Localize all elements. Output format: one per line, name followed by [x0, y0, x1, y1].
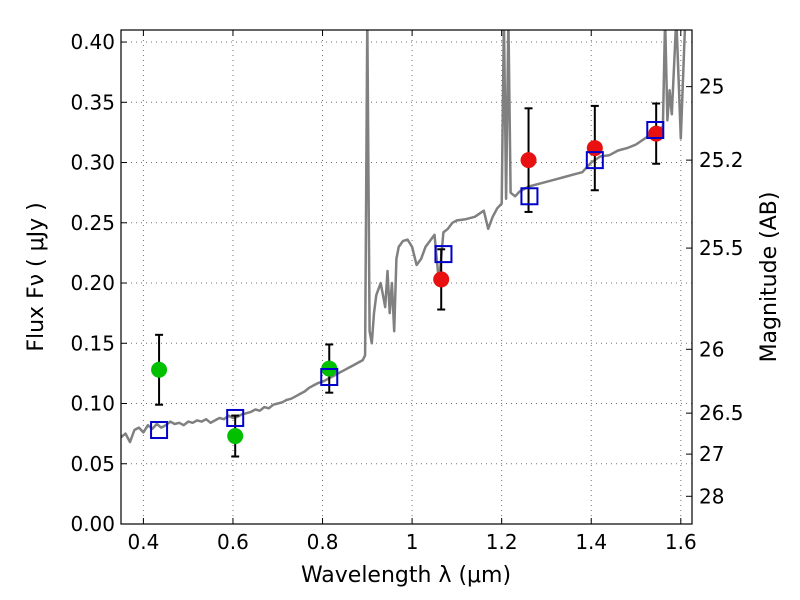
model-point-square — [320, 368, 339, 387]
red-data-point — [433, 271, 450, 288]
right-tick-label: 25.5 — [699, 236, 744, 260]
x-tick-label: 1.6 — [665, 530, 697, 554]
model-point-square — [646, 121, 665, 140]
y-tick-label: 0.30 — [70, 151, 115, 175]
y-tick-label: 0.20 — [70, 271, 115, 295]
red-data-point — [586, 140, 603, 157]
y-tick-label: 0.05 — [70, 452, 115, 476]
axis-ticks: 0.4 0.6 0.8 1 1.2 1.4 1.6 0.00 0.05 0.10 0.15 0.20 0… — [70, 30, 744, 554]
model-point-square — [150, 421, 169, 440]
plot-frame — [120, 29, 693, 525]
y-tick-label: 0.00 — [70, 512, 115, 536]
grid — [121, 30, 692, 525]
right-tick-label: 27 — [699, 442, 724, 466]
green-data-point — [227, 428, 244, 445]
x-tick-label: 1 — [406, 530, 419, 554]
x-tick-label: 0.8 — [307, 530, 339, 554]
right-tick-label: 28 — [699, 484, 724, 508]
x-tick-label: 0.6 — [217, 530, 249, 554]
right-tick-label: 25.2 — [699, 148, 744, 172]
y-tick-label: 0.10 — [70, 392, 115, 416]
red-data-point — [520, 152, 537, 169]
y-tick-label: 0.40 — [70, 30, 115, 54]
model-point-square — [520, 187, 539, 206]
model-point-square — [226, 408, 245, 427]
x-tick-label: 0.4 — [127, 530, 159, 554]
plot-area — [121, 30, 687, 458]
right-tick-label: 25 — [699, 75, 724, 99]
x-tick-label: 1.4 — [575, 530, 607, 554]
model-point-square — [585, 151, 604, 170]
red-data-point — [648, 125, 665, 142]
y-tick-label: 0.15 — [70, 331, 115, 355]
right-tick-label: 26.5 — [699, 401, 744, 425]
y-tick-label: 0.25 — [70, 211, 115, 235]
x-axis-label: Wavelength λ (μm) — [301, 563, 511, 588]
model-point-square — [434, 245, 453, 264]
green-data-point — [151, 361, 168, 378]
x-tick-label: 1.2 — [486, 530, 518, 554]
model-spectrum-line — [121, 30, 687, 444]
y-tick-label: 0.35 — [70, 90, 115, 114]
right-tick-label: 26 — [699, 337, 724, 361]
right-axis-label: Magnitude (AB) — [757, 192, 782, 363]
y-axis-label: Flux Fν ( μJy ) — [24, 202, 49, 351]
